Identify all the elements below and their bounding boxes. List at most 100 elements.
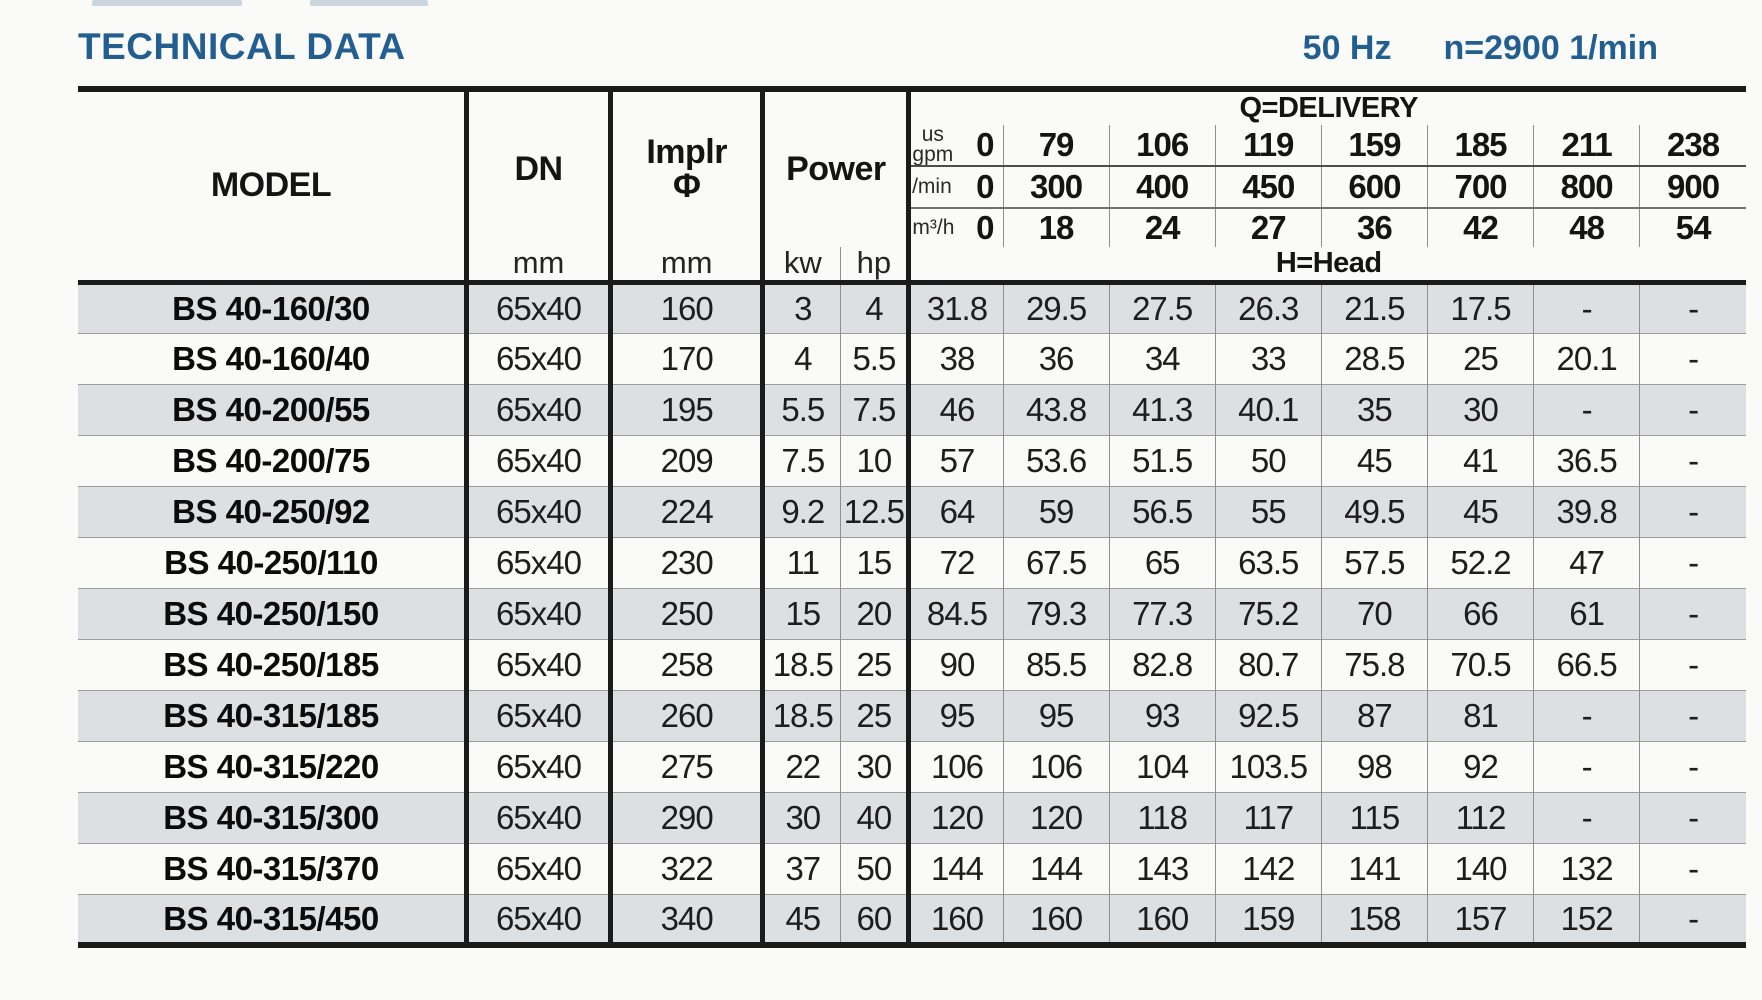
- flow-value: 106: [1109, 125, 1216, 167]
- flow-unit-label-m3h: m³/h: [912, 215, 955, 239]
- cell-head-q4: 49.5: [1321, 486, 1428, 538]
- cell-head-q0: 57: [908, 435, 1004, 487]
- flow-unit-cell-lmin: l/min 0: [908, 165, 1004, 209]
- cell-head-q2: 56.5: [1109, 486, 1216, 538]
- cell-model: BS 40-315/450: [78, 894, 469, 946]
- cell-implr: 322: [610, 843, 766, 895]
- cell-head-q3: 26.3: [1215, 282, 1322, 334]
- flow-value: 119: [1215, 125, 1322, 167]
- cell-head-q5: 66: [1427, 588, 1535, 640]
- cell-model: BS 40-250/110: [78, 537, 469, 589]
- cell-head-q3: 63.5: [1215, 537, 1322, 589]
- cell-head-q5: 52.2: [1427, 537, 1535, 589]
- cell-power-hp: 7.5: [840, 384, 912, 436]
- header-implr-text: Implr: [646, 132, 727, 171]
- cell-head-q6: 152: [1533, 894, 1641, 946]
- cell-head-q0: 46: [908, 384, 1004, 436]
- flow-zero-value: 0: [976, 167, 994, 205]
- flow-unit-label-gpm: us gpm: [912, 125, 954, 166]
- cell-head-q1: 144: [1003, 843, 1110, 895]
- cell-head-q2: 27.5: [1109, 282, 1216, 334]
- cell-head-q1: 43.8: [1003, 384, 1110, 436]
- cell-head-q7: -: [1688, 849, 1699, 887]
- cell-head-q5: 30: [1427, 384, 1535, 436]
- cell-head-q1: 95: [1003, 690, 1110, 742]
- cell-implr: 340: [610, 894, 766, 946]
- cell-implr: 250: [610, 588, 766, 640]
- cell-implr: 290: [610, 792, 766, 844]
- cell-dn: 65x40: [466, 435, 614, 487]
- header-dn: DN: [466, 89, 614, 247]
- cell-head-q5: 25: [1427, 333, 1535, 385]
- flow-value: 36: [1321, 207, 1428, 247]
- cell-head-q3: 103.5: [1215, 741, 1322, 793]
- flow-value: 800: [1533, 165, 1641, 209]
- cell-dn: 65x40: [466, 588, 614, 640]
- header-dn-unit: mm: [466, 246, 614, 285]
- flow-value: 400: [1109, 165, 1216, 209]
- table-row: BS 40-315/185 65x40 260 18.5 25 95 95 93 92.5 87 8…: [78, 690, 1746, 742]
- cell-head-q6: 39.8: [1533, 486, 1641, 538]
- cell-head-q7: -: [1688, 492, 1699, 530]
- table-row: BS 40-250/150 65x40 250 15 20 84.5 79.3 77.3 75.…: [78, 588, 1746, 640]
- cell-head-q6: -: [1533, 384, 1641, 436]
- cell-head-q0: 106: [908, 741, 1004, 793]
- header-q-delivery: Q=DELIVERY: [1239, 92, 1418, 124]
- flow-zero-value: 0: [976, 125, 994, 163]
- cell-power-hp: 5.5: [840, 333, 912, 385]
- cell-head-q7: -: [1688, 390, 1699, 428]
- cell-head-q3: 40.1: [1215, 384, 1322, 436]
- cell-head-q7: -: [1688, 645, 1699, 683]
- cell-power-kw: 37: [762, 843, 842, 895]
- cell-dn: 65x40: [466, 894, 614, 946]
- cell-head-q6: 36.5: [1533, 435, 1641, 487]
- cell-dn: 65x40: [466, 384, 614, 436]
- flow-value: 27: [1215, 207, 1322, 247]
- cell-head-q7: -: [1688, 339, 1699, 377]
- cell-head-q3: 159: [1215, 894, 1322, 946]
- cell-head-q5: 17.5: [1427, 282, 1535, 334]
- flow-value: 900: [1639, 165, 1746, 209]
- cell-model: BS 40-160/40: [78, 333, 469, 385]
- cell-head-q1: 160: [1003, 894, 1110, 946]
- cell-head-q5: 70.5: [1427, 639, 1535, 691]
- cell-implr: 230: [610, 537, 766, 589]
- cell-head-q4: 70: [1321, 588, 1428, 640]
- cell-head-q6: 47: [1533, 537, 1641, 589]
- cell-head-q1: 59: [1003, 486, 1110, 538]
- cell-head-q2: 51.5: [1109, 435, 1216, 487]
- cell-dn: 65x40: [466, 639, 614, 691]
- flow-value: 54: [1675, 208, 1712, 246]
- table-row: BS 40-250/92 65x40 224 9.2 12.5 64 59 56.5 55 49.…: [78, 486, 1746, 538]
- cell-head-q0: 160: [908, 894, 1004, 946]
- cell-power-hp: 25: [840, 690, 912, 742]
- cell-head-q4: 87: [1321, 690, 1428, 742]
- cell-model: BS 40-315/370: [78, 843, 469, 895]
- cell-model: BS 40-315/300: [78, 792, 469, 844]
- technical-data-table: MODEL DN Implr Φ Power Q=DELIVERY us gpm: [78, 86, 1746, 949]
- cell-head-q5: 140: [1427, 843, 1535, 895]
- flow-value: 159: [1321, 125, 1428, 167]
- cell-implr: 258: [610, 639, 766, 691]
- cell-model: BS 40-200/75: [78, 435, 469, 487]
- cell-head-q5: 45: [1427, 486, 1535, 538]
- cell-head-q2: 41.3: [1109, 384, 1216, 436]
- flow-unit-cell-gpm: us gpm 0: [908, 125, 1004, 167]
- flow-zero-value: 0: [976, 208, 994, 246]
- cell-power-kw: 18.5: [762, 639, 842, 691]
- cell-head-q2: 82.8: [1109, 639, 1216, 691]
- cell-implr: 260: [610, 690, 766, 742]
- cell-head-q4: 21.5: [1321, 282, 1428, 334]
- cell-head-q7: -: [1688, 899, 1699, 937]
- cell-head-q5: 41: [1427, 435, 1535, 487]
- cell-head-q4: 98: [1321, 741, 1428, 793]
- cell-dn: 65x40: [466, 486, 614, 538]
- cell-head-q2: 160: [1109, 894, 1216, 946]
- cell-power-kw: 7.5: [762, 435, 842, 487]
- frequency-label: 50 Hz: [1302, 29, 1392, 67]
- cell-head-q1: 79.3: [1003, 588, 1110, 640]
- flow-value: 450: [1215, 165, 1322, 209]
- table-row: BS 40-250/110 65x40 230 11 15 72 67.5 65 63.5 57.…: [78, 537, 1746, 589]
- cell-implr: 195: [610, 384, 766, 436]
- cell-power-kw: 4: [762, 333, 842, 385]
